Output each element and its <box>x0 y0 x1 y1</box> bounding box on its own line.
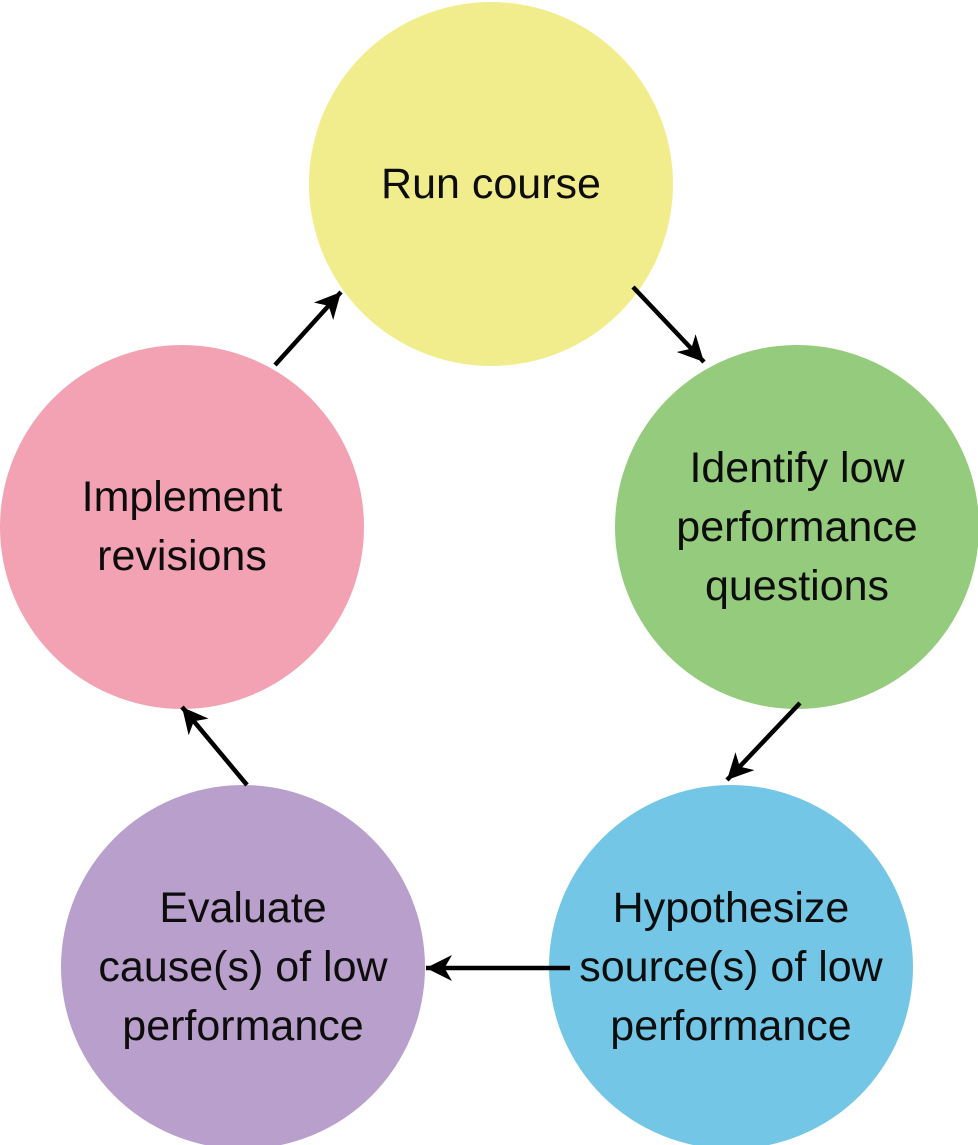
arrow-evaluate-causes-to-implement-revisions <box>180 705 249 787</box>
node-run-course: Run course <box>309 2 673 366</box>
node-evaluate-causes-label: Evaluate cause(s) of low performance <box>98 883 388 1050</box>
node-implement-revisions: Implement revisions <box>0 345 364 709</box>
node-hypothesize-sources: Hypothesize source(s) of low performance <box>549 785 913 1145</box>
arrow-run-course-to-identify-questions <box>631 285 706 364</box>
node-hypothesize-sources-label: Hypothesize source(s) of low performance <box>579 883 883 1050</box>
arrow-implement-revisions-to-run-course <box>273 290 343 367</box>
arrow-identify-questions-to-hypothesize-sources <box>725 701 802 782</box>
node-identify-questions-label: Identify low performance questions <box>676 443 918 610</box>
node-implement-revisions-label: Implement revisions <box>81 473 283 580</box>
node-identify-questions: Identify low performance questions <box>615 345 978 709</box>
node-evaluate-causes: Evaluate cause(s) of low performance <box>61 785 425 1145</box>
node-run-course-label: Run course <box>381 159 601 208</box>
